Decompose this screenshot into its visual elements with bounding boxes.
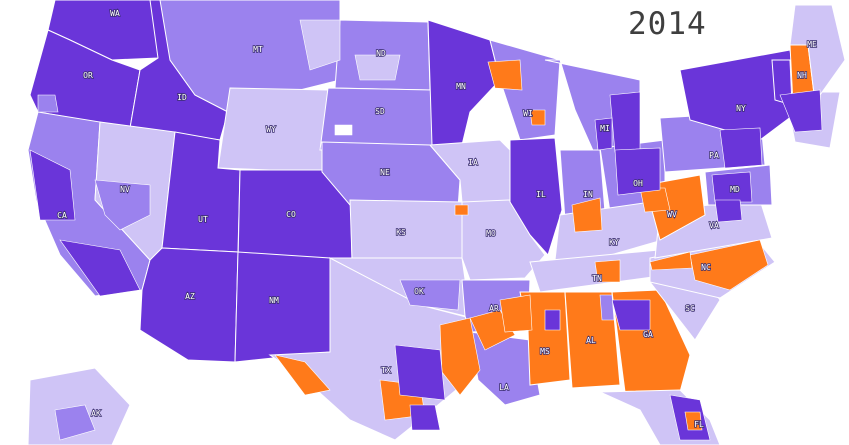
state-label-nv: NV [120, 185, 130, 194]
state-label-ga: GA [643, 330, 653, 339]
county-patch-wi-orange [487, 59, 523, 91]
state-label-ak: AK [91, 409, 101, 418]
state-label-va: VA [709, 221, 719, 230]
state-label-ok: OK [414, 287, 424, 296]
state-label-il: IL [536, 190, 546, 199]
state-wi [489, 39, 561, 141]
state-label-tx: TX [381, 366, 391, 375]
county-patch-nc-orange2 [649, 251, 693, 271]
county-patch-nd-dark [354, 54, 401, 81]
county-patch-or-light [37, 94, 59, 113]
county-patch-tx-dark [394, 344, 446, 401]
state-label-or: OR [83, 71, 93, 80]
county-patch-ca-dark2 [59, 239, 141, 297]
state-label-wi: WI [523, 109, 533, 118]
county-patch-nv-purple [94, 179, 151, 231]
state-label-nc: NC [701, 263, 711, 272]
state-label-ia: IA [468, 158, 478, 167]
year-label: 2014 [628, 6, 707, 42]
state-sd [319, 87, 433, 151]
state-label-mo: MO [486, 229, 496, 238]
state-label-nm: NM [269, 296, 279, 305]
county-patch-wi-orange2 [529, 109, 546, 126]
county-patch-tx-orange1 [274, 354, 331, 396]
county-patch-va-dark [714, 199, 743, 223]
state-label-ky: KY [609, 238, 619, 247]
state-label-tn: TN [592, 274, 602, 283]
state-label-fl: FL [694, 420, 704, 429]
state-label-nd: ND [376, 49, 386, 58]
county-patch-al-medium [599, 294, 615, 321]
state-label-la: LA [499, 383, 509, 392]
state-label-sd: SD [375, 107, 385, 116]
state-label-wa: WA [110, 9, 120, 18]
county-patch-ga-dark [611, 299, 651, 331]
county-patch-mi-dark [609, 91, 641, 153]
state-label-oh: OH [633, 179, 643, 188]
county-patch-ar-orange2 [499, 294, 533, 333]
county-patch-in-orange [571, 197, 603, 233]
county-patch-ny-dark [779, 89, 823, 133]
county-patch-tn-orange [594, 259, 621, 283]
state-az [139, 247, 239, 363]
state-label-wv: WV [667, 210, 677, 219]
county-patch-pa-dark [719, 127, 763, 169]
county-patch-fl-orange [684, 411, 703, 431]
county-patch-tx-dark2 [409, 404, 441, 431]
state-label-id: ID [177, 93, 187, 102]
state-label-pa: PA [709, 151, 719, 160]
state-label-co: CO [286, 210, 296, 219]
state-ks [349, 199, 463, 259]
state-label-md: MD [730, 185, 740, 194]
state-label-ca: CA [57, 211, 67, 220]
county-patch-nc-orange [689, 239, 769, 291]
state-label-wy: WY [266, 125, 276, 134]
state-label-mi: MI [600, 124, 610, 133]
county-patch-md-dark [711, 171, 753, 203]
state-label-ks: KS [396, 228, 406, 237]
state-label-mn: MN [456, 82, 466, 91]
state-label-ne: NE [380, 168, 390, 177]
state-label-ny: NY [736, 104, 746, 113]
state-label-sc: SC [685, 304, 695, 313]
county-patch-ms-dark [544, 309, 561, 331]
state-label-mt: MT [253, 45, 263, 54]
state-label-az: AZ [185, 292, 195, 301]
state-label-nh: NH [797, 71, 807, 80]
state-label-al: AL [586, 336, 596, 345]
state-nm [234, 251, 331, 363]
state-label-ut: UT [198, 215, 208, 224]
county-patch-mi-dark2 [594, 117, 613, 151]
state-ny [679, 49, 801, 141]
state-label-ms: MS [540, 347, 550, 356]
county-patch-oh-dark [614, 147, 661, 196]
state-label-ar: AR [489, 304, 499, 313]
county-patch-ks-orange [454, 204, 469, 216]
county-patch-sd-light [334, 124, 353, 136]
county-patch-ca-dark [29, 149, 76, 221]
state-label-me: ME [807, 40, 817, 49]
county-patch-ak-medium [54, 404, 96, 441]
county-patch-ok-medium [399, 279, 461, 311]
state-il [509, 137, 563, 256]
state-label-in: IN [583, 190, 593, 199]
county-patch-mt-east [299, 19, 341, 71]
